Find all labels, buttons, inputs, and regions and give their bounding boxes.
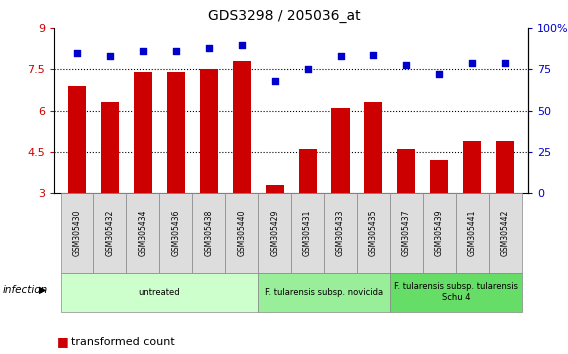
Point xyxy=(139,48,148,54)
Bar xyxy=(390,193,423,273)
Point xyxy=(402,62,411,67)
Text: GSM305439: GSM305439 xyxy=(435,210,444,256)
Text: infection: infection xyxy=(3,285,48,295)
Text: untreated: untreated xyxy=(139,287,180,297)
Text: GSM305432: GSM305432 xyxy=(106,210,114,256)
Text: GSM305429: GSM305429 xyxy=(270,210,279,256)
Text: GSM305438: GSM305438 xyxy=(204,210,213,256)
Text: GSM305434: GSM305434 xyxy=(139,210,147,256)
Text: F. tularensis subsp. novicida: F. tularensis subsp. novicida xyxy=(265,287,383,297)
Bar xyxy=(134,72,152,275)
Bar xyxy=(430,160,448,275)
Text: GDS3298 / 205036_at: GDS3298 / 205036_at xyxy=(208,9,360,23)
Text: ■: ■ xyxy=(57,335,69,348)
Text: GSM305440: GSM305440 xyxy=(237,210,246,256)
Bar xyxy=(225,193,258,273)
Point xyxy=(500,60,509,66)
Bar xyxy=(398,149,415,275)
Text: GSM305433: GSM305433 xyxy=(336,210,345,256)
Text: GSM305431: GSM305431 xyxy=(303,210,312,256)
Point xyxy=(336,53,345,59)
Bar xyxy=(488,193,521,273)
Point xyxy=(204,45,214,51)
Bar xyxy=(258,193,291,273)
Bar xyxy=(365,102,382,275)
Text: GSM305441: GSM305441 xyxy=(468,210,477,256)
Bar xyxy=(233,61,250,275)
Bar xyxy=(456,193,488,273)
Text: GSM305430: GSM305430 xyxy=(73,210,82,256)
Text: F. tularensis subsp. tularensis
Schu 4: F. tularensis subsp. tularensis Schu 4 xyxy=(394,282,518,302)
Bar xyxy=(266,185,283,275)
Point xyxy=(369,52,378,57)
Text: ▶: ▶ xyxy=(39,285,46,295)
Bar xyxy=(94,193,127,273)
Bar xyxy=(193,193,225,273)
Text: GSM305437: GSM305437 xyxy=(402,210,411,256)
Bar xyxy=(463,141,481,275)
Bar xyxy=(258,273,390,312)
Point xyxy=(237,42,247,48)
Text: GSM305436: GSM305436 xyxy=(172,210,180,256)
Bar xyxy=(357,193,390,273)
Point xyxy=(270,78,279,84)
Bar xyxy=(68,86,86,275)
Bar xyxy=(423,193,456,273)
Point xyxy=(435,72,444,77)
Bar xyxy=(61,193,94,273)
Bar xyxy=(324,193,357,273)
Bar xyxy=(390,273,521,312)
Bar xyxy=(61,273,258,312)
Point xyxy=(106,53,115,59)
Bar xyxy=(496,141,514,275)
Point xyxy=(172,48,181,54)
Text: transformed count: transformed count xyxy=(71,337,175,347)
Bar xyxy=(332,108,349,275)
Bar xyxy=(101,102,119,275)
Bar xyxy=(299,149,316,275)
Bar xyxy=(291,193,324,273)
Point xyxy=(303,67,312,72)
Text: GSM305442: GSM305442 xyxy=(500,210,509,256)
Bar xyxy=(167,72,185,275)
Bar xyxy=(200,69,218,275)
Point xyxy=(73,50,82,56)
Text: GSM305435: GSM305435 xyxy=(369,210,378,256)
Point xyxy=(467,60,477,66)
Bar xyxy=(127,193,160,273)
Bar xyxy=(160,193,193,273)
